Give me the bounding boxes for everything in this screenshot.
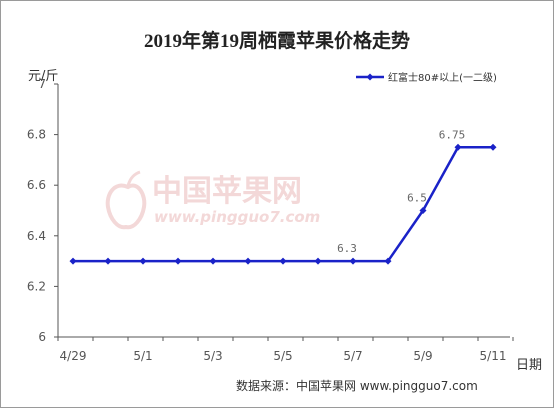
y-tick-label: 7 bbox=[38, 77, 46, 91]
x-tick-label: 5/9 bbox=[413, 349, 432, 363]
x-tick-label: 5/7 bbox=[343, 349, 362, 363]
watermark-name: 中国苹果网 bbox=[152, 174, 302, 209]
apple-logo-icon bbox=[105, 170, 147, 230]
data-point bbox=[279, 257, 287, 265]
x-tick-label: 5/3 bbox=[203, 349, 222, 363]
data-point bbox=[314, 257, 322, 265]
data-label: 6.75 bbox=[439, 128, 466, 141]
source-note: 数据来源：中国苹果网 www.pingguo7.com bbox=[236, 378, 478, 393]
legend: 红富士80#以上(一二级) bbox=[356, 71, 497, 84]
data-label: 6.3 bbox=[337, 242, 357, 255]
data-point bbox=[104, 257, 112, 265]
y-tick-label: 6.8 bbox=[27, 128, 46, 142]
data-point bbox=[349, 257, 357, 265]
data-point bbox=[454, 143, 462, 151]
data-point bbox=[384, 257, 392, 265]
data-point bbox=[174, 257, 182, 265]
y-tick-label: 6.6 bbox=[27, 178, 46, 192]
y-axis-unit: 元/斤 bbox=[28, 69, 58, 84]
x-tick-label: 4/29 bbox=[60, 349, 87, 363]
x-axis-label: 日期 bbox=[516, 358, 542, 373]
data-point bbox=[244, 257, 252, 265]
watermark: 中国苹果网 www.pingguo7.com bbox=[105, 170, 320, 230]
y-tick-label: 6.4 bbox=[27, 229, 46, 243]
data-point bbox=[69, 257, 77, 265]
x-tick-label: 5/11 bbox=[480, 349, 507, 363]
data-label: 6.5 bbox=[407, 192, 427, 205]
data-point bbox=[489, 143, 497, 151]
data-point bbox=[419, 207, 427, 214]
chart-title: 2019年第19周栖霞苹果价格走势 bbox=[144, 29, 410, 52]
legend-marker-icon bbox=[366, 73, 374, 81]
data-point bbox=[139, 257, 147, 265]
x-tick-label: 5/1 bbox=[133, 349, 152, 363]
y-tick-label: 6 bbox=[38, 330, 46, 344]
y-tick-label: 6.2 bbox=[27, 279, 46, 293]
watermark-url: www.pingguo7.com bbox=[154, 208, 320, 226]
legend-label: 红富士80#以上(一二级) bbox=[388, 71, 497, 84]
x-tick-label: 5/5 bbox=[273, 349, 292, 363]
data-point bbox=[209, 257, 217, 265]
